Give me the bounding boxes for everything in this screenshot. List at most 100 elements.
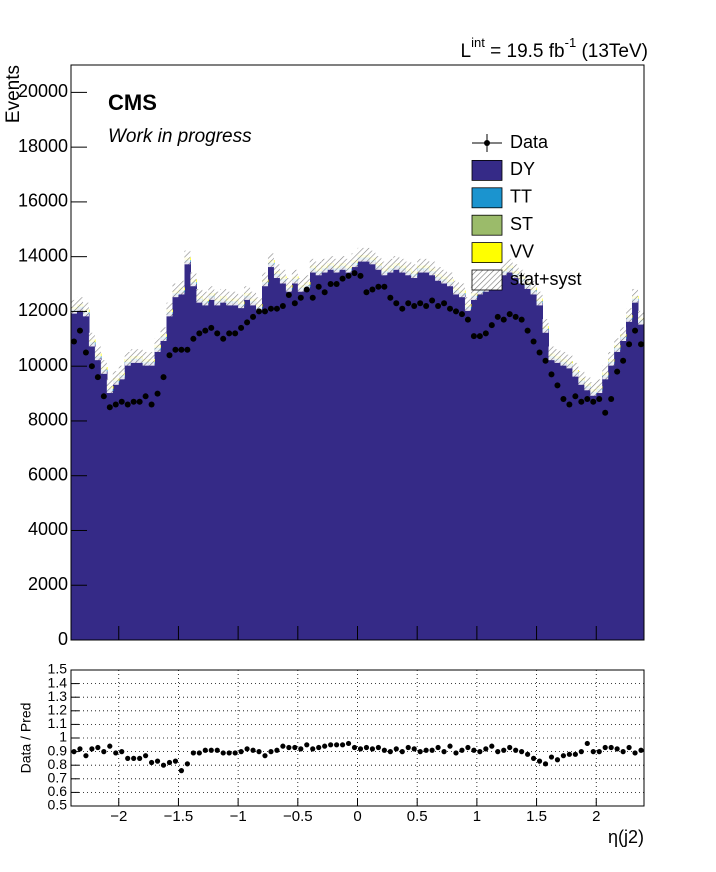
data-point — [393, 300, 400, 307]
stack-bar — [214, 303, 221, 640]
legend-swatch — [471, 214, 503, 236]
ratio-point — [119, 749, 125, 755]
uncertainty-band — [339, 256, 346, 270]
data-point — [285, 292, 292, 298]
ratio-point — [578, 749, 584, 755]
ratio-point — [226, 750, 232, 756]
ratio-point — [429, 747, 435, 753]
stack-bar — [626, 319, 633, 640]
data-point — [423, 302, 430, 309]
uncertainty-band — [417, 258, 424, 273]
ratio-point — [525, 751, 531, 757]
stack-bar — [447, 284, 454, 640]
stack-bar — [536, 303, 544, 640]
uncertainty-band — [220, 288, 227, 303]
stack-bar — [411, 275, 418, 640]
ratio-point — [184, 761, 190, 767]
data-point — [542, 357, 549, 364]
data-point — [94, 374, 101, 381]
ratio-point — [196, 750, 202, 756]
legend-label: VV — [510, 241, 534, 261]
stack-bar — [482, 289, 490, 640]
stack-bar — [226, 303, 233, 640]
uncertainty-band — [470, 286, 477, 300]
ratio-point — [447, 743, 453, 749]
data-point — [369, 286, 376, 293]
ratio-y-tick-label: 1.2 — [48, 702, 68, 718]
lumi-part: L — [461, 41, 472, 62]
uncertainty-band — [178, 280, 185, 295]
stack-bar — [250, 303, 257, 640]
ratio-point — [548, 754, 555, 760]
uncertainty-band — [554, 349, 561, 363]
ratio-point — [542, 761, 549, 767]
ratio-point — [95, 744, 101, 751]
ratio-point — [417, 749, 423, 755]
stack-bar — [566, 366, 573, 640]
data-point — [250, 313, 257, 320]
uncertainty-band — [112, 371, 119, 385]
stack-bar — [315, 273, 323, 640]
ratio-point — [519, 749, 525, 755]
ratio-point — [632, 750, 638, 756]
lumi-label: Lint = 19.5 fb-1 (13TeV) — [461, 35, 648, 62]
stack-bar — [76, 308, 84, 640]
legend-label: stat+syst — [510, 269, 582, 289]
ratio-y-tick-label: 1.3 — [48, 688, 68, 704]
data-point — [638, 341, 645, 348]
ratio-point — [489, 743, 495, 749]
ratio-point — [375, 744, 381, 751]
ratio-point — [477, 749, 483, 755]
stack-bar — [435, 278, 442, 640]
ratio-point — [137, 755, 143, 762]
uncertainty-band — [560, 351, 567, 366]
x-tick-label: −1 — [230, 808, 247, 825]
stack-bar — [518, 281, 526, 640]
uncertainty-band — [429, 261, 436, 276]
data-point — [196, 330, 203, 337]
data-point — [309, 294, 316, 301]
stack-bar — [441, 281, 448, 640]
ratio-point — [214, 747, 220, 753]
uncertainty-band — [411, 264, 418, 279]
data-point — [566, 401, 573, 408]
stack-bar — [494, 281, 502, 640]
stack-bar — [458, 295, 466, 640]
data-point — [584, 396, 591, 403]
data-point — [184, 346, 191, 353]
stack-bar — [560, 363, 567, 640]
uncertainty-band — [250, 291, 257, 306]
ratio-point — [471, 747, 477, 753]
uncertainty-band — [88, 332, 95, 347]
legend-label: ST — [510, 214, 533, 234]
data-point — [441, 300, 448, 307]
stack-bar — [256, 308, 263, 640]
data-point — [447, 305, 454, 312]
ratio-point — [310, 746, 316, 752]
data-point — [488, 322, 495, 329]
data-point — [136, 398, 143, 405]
stack-bar — [303, 286, 311, 640]
ratio-y-tick-label: 0.6 — [48, 783, 68, 799]
plot-frame — [70, 64, 645, 641]
uncertainty-band — [184, 250, 191, 265]
stack-bar — [638, 322, 645, 640]
ratio-point — [292, 744, 298, 751]
uncertainty-band — [202, 291, 209, 306]
stack-bar — [160, 338, 167, 640]
stack-bar — [500, 273, 508, 640]
data-point — [333, 281, 340, 288]
uncertainty-band — [262, 272, 268, 287]
uncertainty-band — [512, 264, 519, 279]
y-tick-label: 2000 — [28, 574, 68, 594]
legend-swatch — [471, 269, 503, 291]
ratio-point — [274, 747, 280, 753]
uncertainty-band — [94, 346, 101, 361]
data-point — [482, 330, 489, 337]
data-point — [303, 286, 310, 293]
stack-bar — [387, 270, 394, 640]
y-tick-label: 18000 — [18, 136, 68, 156]
uncertainty-band — [363, 247, 370, 262]
data-point — [244, 319, 251, 326]
